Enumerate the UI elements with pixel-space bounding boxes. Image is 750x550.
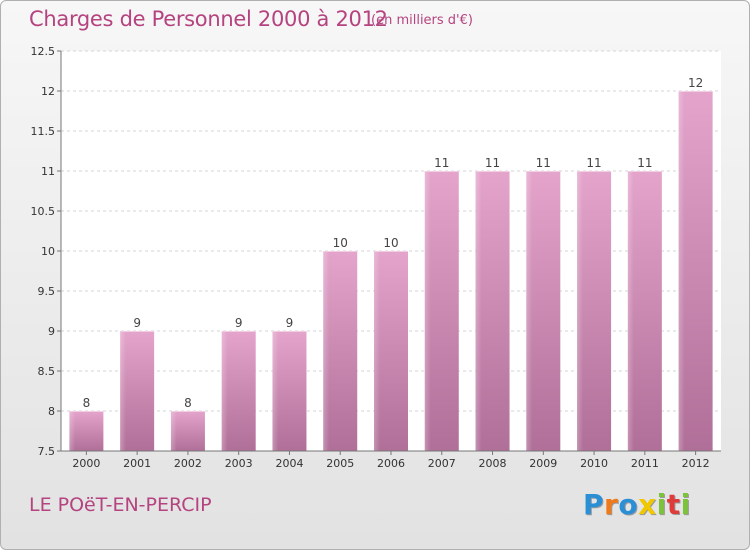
bar-highlight (323, 251, 330, 451)
bar-value-label: 11 (637, 156, 652, 170)
x-tick-label: 2010 (580, 457, 608, 470)
logo-letter: r (604, 488, 619, 521)
bar-value-label: 9 (235, 316, 243, 330)
x-tick-label: 2011 (631, 457, 659, 470)
bar-value-label: 9 (133, 316, 141, 330)
logo-letter: i (656, 488, 667, 521)
x-tick-label: 2012 (682, 457, 710, 470)
bar-highlight (120, 331, 127, 451)
bar-highlight (678, 91, 685, 451)
x-tick-label: 2008 (479, 457, 507, 470)
logo-letter: x (638, 488, 657, 521)
logo-letter: i (680, 488, 691, 521)
commune-name: LE POëT-EN-PERCIP (29, 494, 212, 516)
y-tick-label: 11.5 (31, 125, 56, 138)
x-tick-label: 2004 (275, 457, 303, 470)
y-tick-label: 7.5 (38, 445, 56, 458)
y-tick-label: 8 (48, 405, 55, 418)
y-tick-label: 12 (41, 85, 55, 98)
bar-highlight (221, 331, 228, 451)
y-tick-label: 11 (41, 165, 55, 178)
bar-highlight (526, 171, 533, 451)
bar-value-label: 11 (536, 156, 551, 170)
y-tick-label: 10 (41, 245, 55, 258)
bar-highlight (170, 411, 177, 451)
y-tick-label: 9 (48, 325, 55, 338)
x-axis-ticks: 2000 2001 2002 2003 2004 2005 2006 2007 2008 2009… (72, 451, 710, 470)
x-tick-label: 2003 (225, 457, 253, 470)
bar-highlight (577, 171, 584, 451)
x-tick-label: 2000 (72, 457, 100, 470)
x-tick-label: 2001 (123, 457, 151, 470)
bar-value-label: 8 (184, 396, 192, 410)
bar-value-label: 8 (83, 396, 91, 410)
x-tick-label: 2002 (174, 457, 202, 470)
bar-highlight (69, 411, 76, 451)
logo-letter: o (618, 488, 639, 521)
bar-highlight (424, 171, 431, 451)
x-tick-label: 2005 (326, 457, 354, 470)
bar-value-label: 9 (286, 316, 294, 330)
x-tick-label: 2007 (428, 457, 456, 470)
bars: 8 9 8 9 9 10 10 11 11 11 11 11 12 (69, 76, 713, 451)
x-tick-label: 2009 (529, 457, 557, 470)
x-tick-label: 2006 (377, 457, 405, 470)
bar-highlight (374, 251, 380, 451)
chart-subtitle: (en milliers d'€) (371, 13, 473, 28)
y-tick-label: 9.5 (38, 285, 56, 298)
bar-highlight (475, 171, 482, 451)
y-tick-label: 12.5 (31, 45, 56, 58)
bar-value-label: 11 (485, 156, 500, 170)
bar-value-label: 11 (586, 156, 601, 170)
bar-value-label: 11 (434, 156, 449, 170)
bar-value-label: 12 (688, 76, 703, 90)
y-tick-label: 8.5 (38, 365, 56, 378)
proxiti-logo: Proxiti (583, 488, 691, 521)
logo-letter: P (583, 488, 605, 521)
bar-value-label: 10 (333, 236, 348, 250)
bar-highlight (272, 331, 279, 451)
y-axis-ticks: 7.5 8 8.5 9 9.5 10 10.5 11 11.5 12 12.5 (31, 45, 61, 458)
chart-title: Charges de Personnel 2000 à 2012 (29, 7, 388, 31)
bar-value-label: 10 (383, 236, 398, 250)
y-tick-label: 10.5 (31, 205, 56, 218)
logo-letter: t (666, 488, 681, 521)
bar-highlight (627, 171, 634, 451)
